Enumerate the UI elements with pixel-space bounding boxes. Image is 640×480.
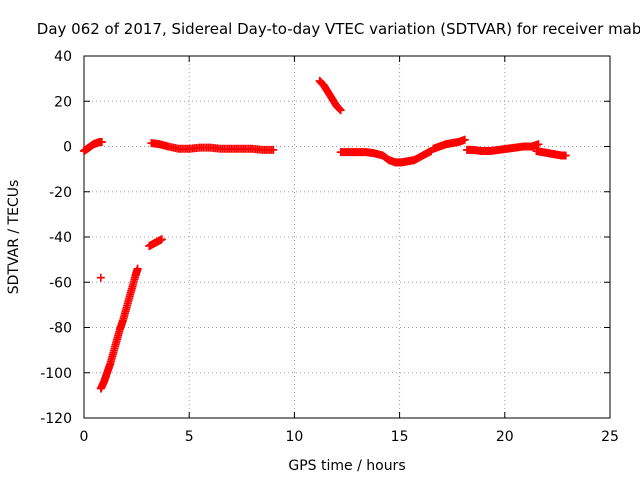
- data-point: [269, 145, 278, 154]
- series-arc3: [96, 264, 142, 393]
- x-tick-label: 25: [601, 429, 619, 445]
- y-tick-label: 0: [63, 140, 72, 156]
- points-layer: [80, 76, 570, 393]
- grid-layer: [84, 56, 610, 418]
- y-tick-label: -40: [49, 230, 72, 246]
- series-arc5: [147, 139, 278, 154]
- y-tick-label: 20: [54, 94, 72, 110]
- y-tick-label: -100: [40, 366, 72, 382]
- y-axis-label: SDTVAR / TECUs: [6, 180, 22, 295]
- x-axis-label: GPS time / hours: [288, 458, 405, 474]
- series-arc8: [429, 135, 469, 153]
- y-tick-label: -120: [40, 411, 72, 427]
- data-point: [561, 151, 570, 160]
- plot-frame: [83, 55, 611, 419]
- x-tick-label: 15: [391, 429, 409, 445]
- series-arc10: [532, 147, 570, 160]
- y-tick-label: 40: [54, 49, 72, 65]
- series-arc9: [462, 140, 543, 156]
- data-point: [96, 273, 105, 282]
- x-tick-label: 0: [80, 429, 89, 445]
- chart-title: Day 062 of 2017, Sidereal Day-to-day VTE…: [37, 20, 640, 38]
- y-tick-label: -60: [49, 275, 72, 291]
- x-tick-label: 10: [285, 429, 303, 445]
- x-tick-label: 5: [185, 429, 194, 445]
- series-arc7: [336, 147, 436, 167]
- data-point: [97, 137, 106, 146]
- series-arc1: [80, 137, 106, 156]
- data-point: [460, 135, 469, 144]
- data-point: [534, 140, 543, 149]
- data-point: [133, 264, 142, 273]
- data-point: [157, 235, 166, 244]
- y-tick-label: -80: [49, 321, 72, 337]
- data-point: [336, 106, 345, 115]
- series-arc6: [315, 76, 345, 115]
- series-arc2: [96, 273, 105, 282]
- ticks-layer: 0 5 10 15 20 25 40 20 0 -20 -40 -60 -80 -100 -120: [40, 49, 619, 445]
- x-tick-label: 20: [496, 429, 514, 445]
- y-tick-label: -20: [49, 185, 72, 201]
- series-arc4: [145, 235, 166, 251]
